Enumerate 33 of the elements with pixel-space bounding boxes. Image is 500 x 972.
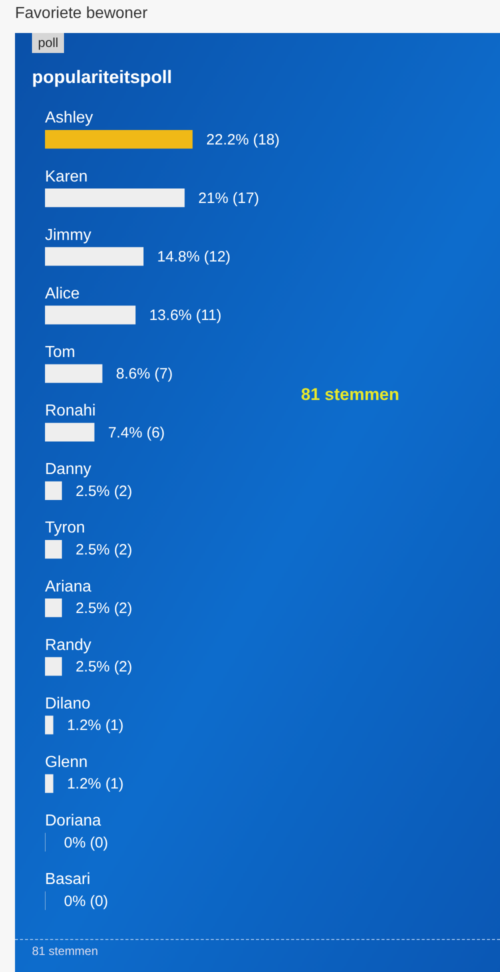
y-tick-label: Basari (45, 871, 90, 888)
data-label: 22.2% (18) (206, 131, 280, 148)
y-tick-label: Danny (45, 461, 92, 478)
data-label: 2.5% (2) (76, 482, 132, 500)
y-tick-label: Karen (45, 168, 88, 186)
data-label: 0% (0) (64, 834, 108, 852)
y-tick-label: Tyron (45, 520, 86, 537)
text: 81 stemmen (15, 939, 500, 958)
y-tick-label: Tom (45, 344, 76, 361)
data-label: 1.2% (1) (66, 717, 124, 734)
y-tick-label: Randy (45, 636, 92, 654)
y-tick-label: Ronahi (45, 402, 96, 420)
data-label: 0% (0) (64, 892, 108, 910)
y-tick-label: Jimmy (45, 226, 92, 244)
data-label: 2.5% (2) (76, 600, 132, 617)
y-tick-label: Dilano (45, 695, 90, 712)
data-label: 7.4% (6) (108, 424, 165, 442)
data-label: 2.5% (2) (76, 541, 132, 558)
y-tick-label: Doriana (45, 812, 102, 830)
text: Favoriete bewoner (15, 5, 148, 23)
data-label: 1.2% (1) (66, 776, 124, 793)
data-label: 2.5% (2) (76, 658, 132, 676)
y-tick-label: Glenn (45, 754, 88, 771)
y-tick-label: Alice (45, 285, 80, 302)
data-label: 13.6% (11) (149, 307, 222, 324)
text: poll (32, 33, 64, 53)
data-label: 8.6% (7) (116, 366, 173, 383)
y-tick-label: Ariana (45, 578, 92, 596)
data-label: 21% (17) (198, 190, 260, 207)
text: 81 stemmen (301, 385, 400, 405)
data-label: 14.8% (12) (157, 248, 231, 266)
y-tick-label: Ashley (45, 110, 94, 127)
chart-title: populariteitspoll (32, 67, 172, 88)
